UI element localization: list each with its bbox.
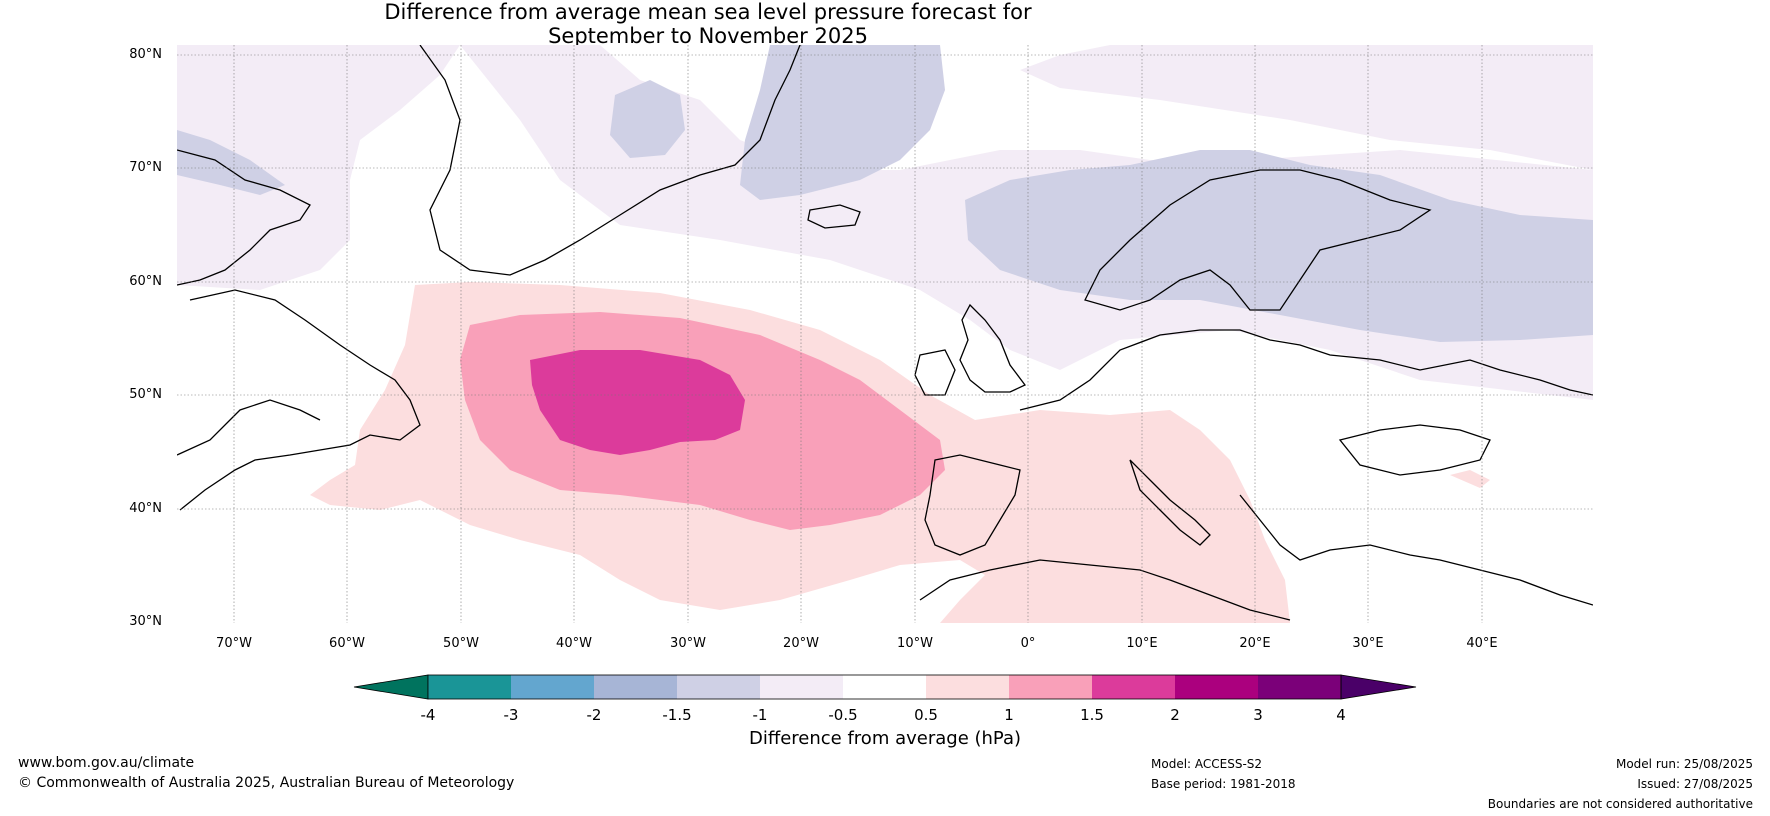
anomaly-region-neg-1-mid-atlantic (610, 80, 685, 158)
colorbar-swatch-2 (511, 675, 594, 699)
anomaly-region-neg-0.5-arctic (177, 45, 1593, 400)
lat-label-70n: 70°N (129, 160, 162, 175)
footer-model: Model: ACCESS-S2 (1151, 757, 1263, 771)
coast-greenland (419, 45, 801, 276)
lat-label-30n: 30°N (129, 614, 162, 629)
colorbar-swatch-8 (1009, 675, 1092, 699)
lon-label-10w: 10°W (897, 636, 933, 651)
anomaly-region-neg-0.5-west (177, 45, 460, 290)
colorbar-extend-low (353, 674, 429, 700)
map-plot-area (177, 45, 1593, 623)
lon-label-30w: 30°W (670, 636, 706, 651)
lon-label-0: 0° (1020, 636, 1036, 651)
lat-label-40n: 40°N (129, 501, 162, 516)
footer-copyright: © Commonwealth of Australia 2025, Austra… (18, 775, 515, 791)
footer-model-run: Model run: 25/08/2025 (1615, 757, 1753, 771)
lat-label-80n: 80°N (129, 47, 162, 62)
colorbar-tick: -2 (586, 706, 602, 724)
colorbar-swatch-1 (428, 675, 511, 699)
footer-disclaimer: Boundaries are not considered authoritat… (1487, 797, 1753, 811)
coast-europe (1019, 329, 1593, 411)
footer-website: www.bom.gov.au/climate (18, 755, 195, 771)
colorbar-tick: -1.5 (662, 706, 692, 724)
colorbar-tick: -0.5 (828, 706, 858, 724)
colorbar-tick: 1.5 (1080, 706, 1104, 724)
lon-label-40e: 40°E (1466, 636, 1498, 651)
lat-label-60n: 60°N (129, 274, 162, 289)
chart-title-line-1: Difference from average mean sea level p… (384, 0, 1032, 24)
anomaly-region-neg-1-greenland-sea (740, 45, 945, 200)
lon-label-30e: 30°E (1352, 636, 1384, 651)
colorbar-swatch-9 (1092, 675, 1175, 699)
lon-label-50w: 50°W (443, 636, 479, 651)
coast-black-sea (1338, 424, 1491, 476)
colorbar-swatch-6 (843, 675, 926, 699)
colorbar-title: Difference from average (hPa) (748, 728, 1022, 749)
colorbar-extend-high (1340, 674, 1417, 700)
colorbar-swatch-4 (677, 675, 760, 699)
coast-mediterranean-east (1239, 494, 1593, 606)
gridlines (177, 45, 1593, 623)
anomaly-region-neg-1-labrador (177, 130, 285, 195)
footer-base-period: Base period: 1981-2018 (1151, 777, 1296, 791)
chart-title-line-2: September to November 2025 (548, 24, 868, 48)
colorbar-swatch-7 (926, 675, 1009, 699)
coast-africa (919, 559, 1291, 621)
coast-britain (959, 303, 1027, 393)
colorbar-tick: 0.5 (914, 706, 938, 724)
lon-label-10e: 10°E (1126, 636, 1158, 651)
lon-label-20e: 20°E (1239, 636, 1271, 651)
coast-labrador (179, 289, 421, 511)
lon-label-60w: 60°W (329, 636, 365, 651)
coast-iceland (807, 204, 861, 229)
lat-label-50n: 50°N (129, 387, 162, 402)
colorbar-tick: -1 (752, 706, 768, 724)
colorbar (353, 674, 1417, 700)
colorbar-swatch-5 (760, 675, 843, 699)
colorbar-tick: 3 (1253, 706, 1263, 724)
colorbar-tick: 2 (1170, 706, 1180, 724)
colorbar-swatch-3 (594, 675, 677, 699)
coast-hudson (177, 399, 321, 456)
coast-scandinavia (1084, 169, 1432, 311)
coast-iberia (924, 454, 1021, 556)
colorbar-swatch-11 (1258, 675, 1341, 699)
colorbar-tick: 4 (1336, 706, 1346, 724)
lon-label-70w: 70°W (216, 636, 252, 651)
lon-label-20w: 20°W (783, 636, 819, 651)
anomaly-region-pos-0.5-black-sea (1450, 470, 1490, 488)
colorbar-tick: -3 (503, 706, 519, 724)
colorbar-outline (427, 674, 1342, 700)
chart-title: Difference from average mean sea level p… (0, 0, 1416, 48)
anomaly-region-pos-1.5 (530, 350, 745, 455)
colorbar-tick: -4 (420, 706, 436, 724)
lon-label-40w: 40°W (556, 636, 592, 651)
colorbar-tick: 1 (1004, 706, 1014, 724)
coast-italy (1129, 459, 1211, 546)
coast-canada-north (177, 149, 311, 286)
anomaly-region-neg-1-scandinavia (965, 150, 1593, 342)
colorbar-swatch-10 (1175, 675, 1258, 699)
footer-issued: Issued: 27/08/2025 (1637, 777, 1753, 791)
